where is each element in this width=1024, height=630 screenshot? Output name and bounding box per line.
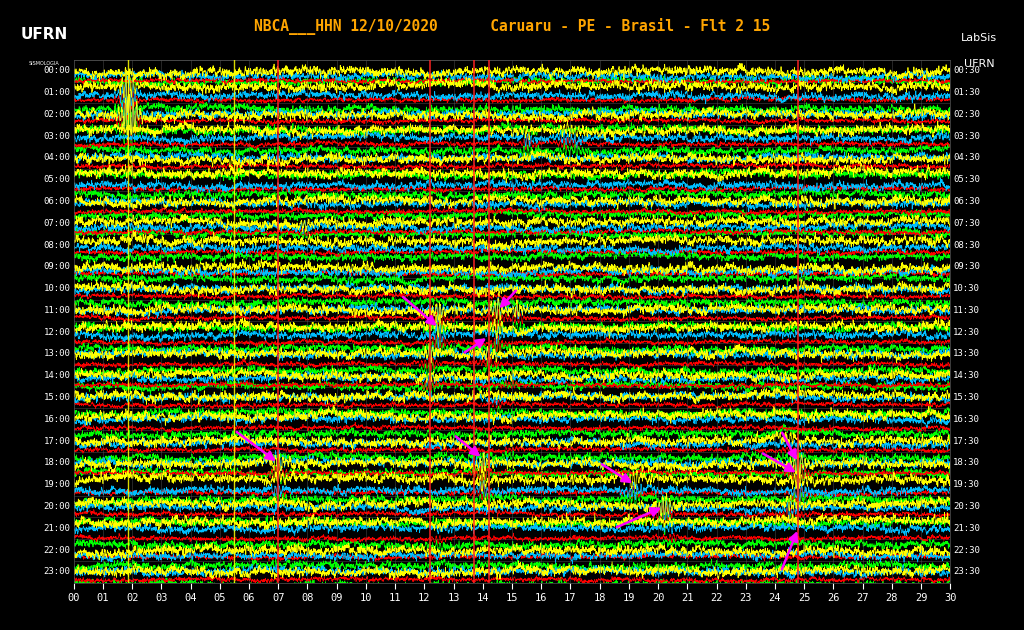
Text: 00:30: 00:30	[953, 66, 980, 75]
Text: SISMOLOGIA: SISMOLOGIA	[29, 61, 59, 66]
Text: 14:00: 14:00	[44, 371, 71, 381]
Text: 06:30: 06:30	[953, 197, 980, 206]
Text: 12:30: 12:30	[953, 328, 980, 336]
Text: LabSis: LabSis	[961, 33, 997, 43]
Text: 03:30: 03:30	[953, 132, 980, 140]
Text: 02:30: 02:30	[953, 110, 980, 119]
Text: 05:30: 05:30	[953, 175, 980, 184]
Text: 10:30: 10:30	[953, 284, 980, 293]
Text: 18:00: 18:00	[44, 459, 71, 467]
Text: 16:30: 16:30	[953, 415, 980, 424]
Text: 17:00: 17:00	[44, 437, 71, 445]
Text: 23:30: 23:30	[953, 568, 980, 576]
Text: 19:00: 19:00	[44, 480, 71, 490]
Text: 03:00: 03:00	[44, 132, 71, 140]
Text: UFRN: UFRN	[20, 27, 68, 42]
Text: 20:30: 20:30	[953, 502, 980, 511]
Text: 20:00: 20:00	[44, 502, 71, 511]
Text: 11:30: 11:30	[953, 306, 980, 315]
Text: 07:00: 07:00	[44, 219, 71, 228]
Text: 15:00: 15:00	[44, 393, 71, 402]
Text: 05:00: 05:00	[44, 175, 71, 184]
Text: 08:30: 08:30	[953, 241, 980, 249]
Text: 09:00: 09:00	[44, 262, 71, 272]
Text: 22:00: 22:00	[44, 546, 71, 554]
Text: 13:30: 13:30	[953, 350, 980, 358]
Text: UFRN: UFRN	[964, 59, 994, 69]
Text: 04:30: 04:30	[953, 153, 980, 163]
Text: 06:00: 06:00	[44, 197, 71, 206]
Text: 02:00: 02:00	[44, 110, 71, 119]
Text: 18:30: 18:30	[953, 459, 980, 467]
Text: 07:30: 07:30	[953, 219, 980, 228]
Text: 01:00: 01:00	[44, 88, 71, 97]
Text: 21:00: 21:00	[44, 524, 71, 533]
Text: 11:00: 11:00	[44, 306, 71, 315]
Text: NBCA___HHN 12/10/2020      Caruaru - PE - Brasil - Flt 2 15: NBCA___HHN 12/10/2020 Caruaru - PE - Bra…	[254, 18, 770, 35]
Text: 12:00: 12:00	[44, 328, 71, 336]
Text: 04:00: 04:00	[44, 153, 71, 163]
Text: 10:00: 10:00	[44, 284, 71, 293]
Text: 01:30: 01:30	[953, 88, 980, 97]
Text: 21:30: 21:30	[953, 524, 980, 533]
Text: 00:00: 00:00	[44, 66, 71, 75]
Text: 15:30: 15:30	[953, 393, 980, 402]
Text: 19:30: 19:30	[953, 480, 980, 490]
Text: 22:30: 22:30	[953, 546, 980, 554]
Text: 23:00: 23:00	[44, 568, 71, 576]
Text: 16:00: 16:00	[44, 415, 71, 424]
Text: 14:30: 14:30	[953, 371, 980, 381]
Text: 17:30: 17:30	[953, 437, 980, 445]
Text: 09:30: 09:30	[953, 262, 980, 272]
Text: 08:00: 08:00	[44, 241, 71, 249]
Text: 13:00: 13:00	[44, 350, 71, 358]
